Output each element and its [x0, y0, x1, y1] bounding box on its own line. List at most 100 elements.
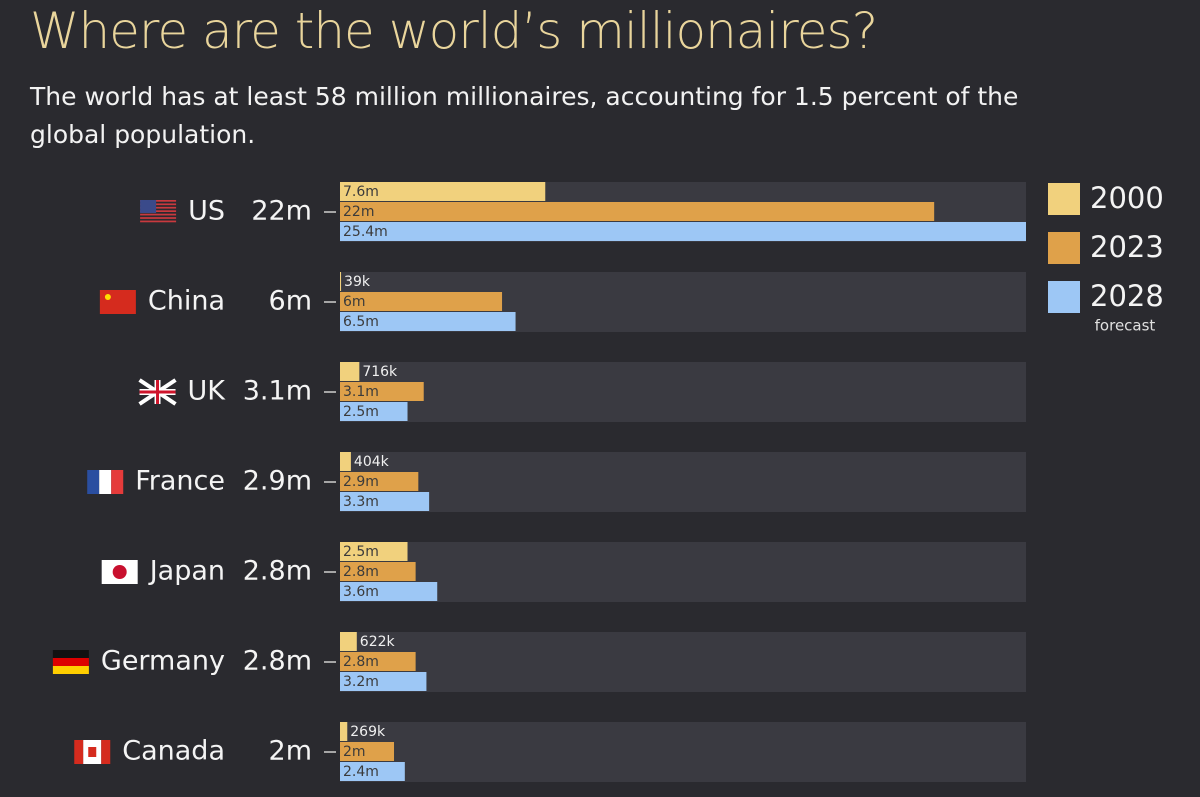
- flag-part: [140, 210, 177, 212]
- flag: [101, 560, 138, 584]
- bar: [340, 582, 438, 601]
- flag-part: [140, 206, 177, 209]
- flag-part: [111, 470, 124, 494]
- bar: [340, 762, 405, 781]
- bar: [340, 452, 351, 471]
- category-label: Japan: [148, 556, 225, 587]
- bar: [340, 492, 430, 511]
- row-background: [340, 362, 1026, 422]
- category-label: China: [148, 286, 225, 317]
- flag-part: [87, 470, 100, 494]
- bar: [340, 402, 408, 421]
- category-label: France: [135, 466, 225, 497]
- row-background: [340, 722, 1026, 782]
- value-label: 2m: [343, 744, 366, 760]
- value-label: 2.5m: [343, 404, 379, 420]
- legend-label: 2028: [1090, 279, 1164, 313]
- bar: [340, 562, 416, 581]
- legend-label: 2000: [1090, 181, 1164, 215]
- flag: [99, 290, 136, 314]
- chart-subtitle: The world has at least 58 million millio…: [30, 82, 1019, 149]
- value-label: 6m: [343, 294, 366, 310]
- flag: [138, 378, 177, 406]
- category-label: Canada: [122, 736, 225, 767]
- flag-part: [104, 294, 111, 300]
- bar: [340, 202, 935, 221]
- flag-part: [140, 203, 177, 206]
- flag-part: [140, 217, 177, 219]
- value-label: 3.3m: [343, 494, 379, 510]
- flag-part: [99, 470, 112, 494]
- category-total: 2.8m: [243, 646, 312, 677]
- value-label: 404k: [354, 454, 390, 470]
- value-label: 716k: [362, 364, 398, 380]
- flag-part: [99, 290, 136, 314]
- row-background: [340, 632, 1026, 692]
- flag-part: [52, 666, 89, 674]
- legend-label: 2023: [1090, 230, 1164, 264]
- bar: [340, 222, 1026, 241]
- flag-part: [88, 747, 97, 757]
- chart-title: Where are the world’s millionaires?: [30, 2, 878, 60]
- value-label: 2.8m: [343, 654, 379, 670]
- category-total: 2.9m: [243, 466, 312, 497]
- flag: [140, 200, 177, 223]
- legend-swatch: [1048, 232, 1080, 264]
- bar: [340, 672, 427, 691]
- bar: [340, 632, 357, 651]
- category-total: 2.8m: [243, 556, 312, 587]
- category-total: 6m: [269, 286, 312, 317]
- flag-part: [52, 650, 89, 658]
- flag-part: [101, 740, 111, 764]
- value-label: 3.2m: [343, 674, 379, 690]
- category-total: 22m: [251, 196, 312, 227]
- bar: [340, 272, 342, 291]
- category-total: 3.1m: [243, 376, 312, 407]
- bar: [340, 292, 503, 311]
- flag-part: [140, 200, 157, 213]
- value-label: 2.8m: [343, 564, 379, 580]
- flag: [74, 740, 111, 764]
- flag: [87, 470, 124, 494]
- value-label: 622k: [360, 634, 396, 650]
- flag-part: [112, 565, 127, 579]
- value-label: 25.4m: [343, 224, 388, 240]
- flag: [52, 650, 89, 674]
- flag-part: [139, 380, 176, 404]
- value-label: 3.1m: [343, 384, 379, 400]
- value-label: 3.6m: [343, 584, 379, 600]
- bar: [340, 182, 546, 201]
- bar: [340, 472, 419, 491]
- category-label: Germany: [101, 646, 225, 677]
- bar: [340, 312, 516, 331]
- flag-part: [52, 658, 89, 666]
- flag-part: [140, 213, 177, 216]
- flag-part: [140, 200, 177, 202]
- value-label: 22m: [343, 204, 374, 220]
- value-label: 2.4m: [343, 764, 379, 780]
- bar: [340, 362, 360, 381]
- bar: [340, 742, 395, 761]
- bar: [340, 542, 408, 561]
- value-label: 2.9m: [343, 474, 379, 490]
- legend-swatch: [1048, 281, 1080, 313]
- value-label: 6.5m: [343, 314, 379, 330]
- legend-swatch: [1048, 183, 1080, 215]
- value-label: 269k: [350, 724, 386, 740]
- flag-part: [74, 740, 84, 764]
- value-label: 39k: [344, 274, 371, 290]
- row-background: [340, 542, 1026, 602]
- flag-part: [140, 220, 177, 223]
- category-label: US: [188, 196, 225, 227]
- legend-note: forecast: [1095, 317, 1156, 335]
- category-total: 2m: [269, 736, 312, 767]
- category-label: UK: [188, 376, 227, 407]
- value-label: 2.5m: [343, 544, 379, 560]
- value-label: 7.6m: [343, 184, 379, 200]
- bar: [340, 382, 424, 401]
- bar: [340, 652, 416, 671]
- row-background: [340, 452, 1026, 512]
- bar: [340, 722, 348, 741]
